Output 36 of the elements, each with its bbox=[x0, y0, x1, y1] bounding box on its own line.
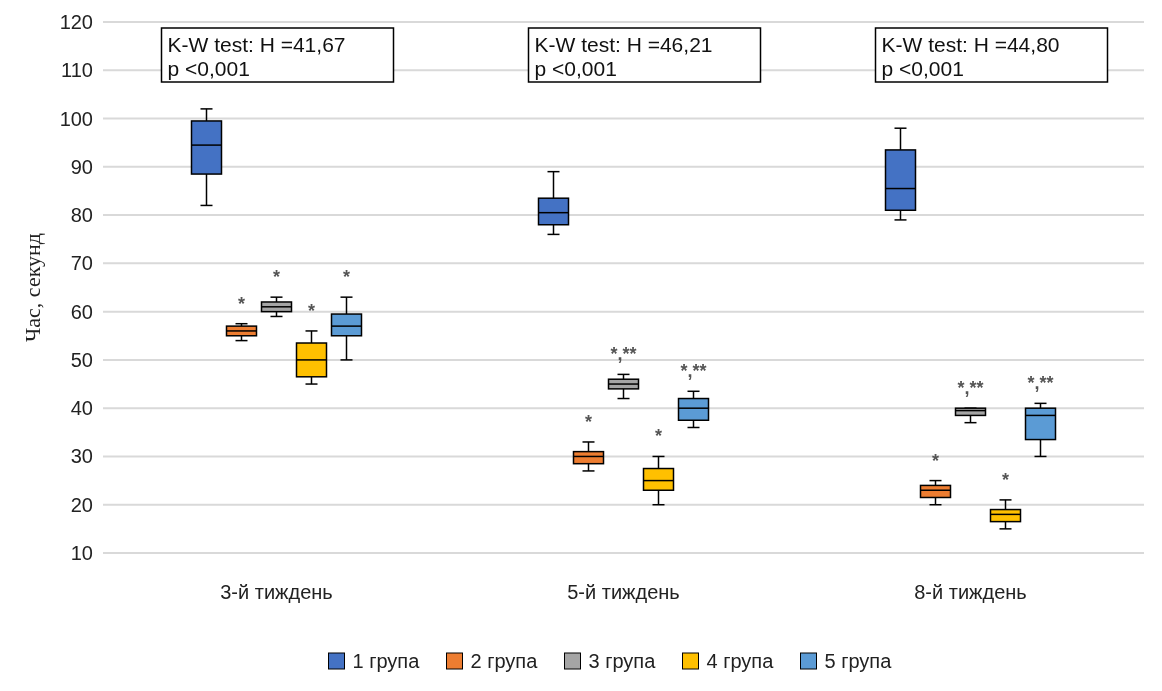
y-tick-label: 90 bbox=[70, 155, 93, 178]
annotation: K-W test: H =44,80 p <0,001 bbox=[881, 33, 1060, 80]
y-tick-label: 80 bbox=[70, 204, 93, 227]
legend-label: 3 група bbox=[588, 650, 657, 672]
y-tick-label: 30 bbox=[70, 445, 93, 468]
legend-label: 5 група bbox=[824, 650, 893, 672]
y-tick-label: 100 bbox=[59, 107, 93, 130]
annotation: * bbox=[931, 450, 940, 471]
legend-label: 2 група bbox=[470, 650, 539, 672]
x-tick-label: 5-й тиждень bbox=[567, 581, 680, 603]
y-tick-label: 60 bbox=[70, 300, 93, 323]
annotation: * bbox=[1001, 469, 1010, 490]
y-tick-label: 120 bbox=[59, 11, 93, 33]
annotation: * bbox=[654, 426, 663, 447]
x-tick-label: 8-й тиждень bbox=[914, 581, 1027, 603]
annotation: * bbox=[237, 293, 246, 314]
annotation: * bbox=[342, 267, 351, 288]
annotation: *,** bbox=[1027, 373, 1054, 394]
y-tick-label: 110 bbox=[61, 59, 93, 82]
x-tick-label: 3-й тиждень bbox=[220, 581, 333, 603]
annotation: *,** bbox=[957, 378, 984, 399]
y-tick-label: 10 bbox=[70, 542, 93, 564]
y-tick-label: 20 bbox=[70, 493, 93, 516]
y-tick-label: 40 bbox=[70, 397, 93, 420]
legend-label: 1 група bbox=[352, 650, 421, 672]
y-tick-label: 50 bbox=[70, 348, 93, 371]
y-tick-label: 70 bbox=[70, 252, 93, 275]
annotation: *,** bbox=[610, 344, 637, 365]
y-axis-title: Час, секунд bbox=[20, 233, 45, 342]
annotation: K-W test: H =41,67 p <0,001 bbox=[167, 33, 346, 80]
annotation: K-W test: H =46,21 p <0,001 bbox=[534, 33, 713, 80]
annotation: * bbox=[272, 267, 281, 288]
annotation: *,** bbox=[680, 361, 707, 382]
legend-label: 4 група bbox=[706, 650, 775, 672]
annotation: * bbox=[307, 300, 316, 321]
annotation: * bbox=[584, 411, 593, 432]
